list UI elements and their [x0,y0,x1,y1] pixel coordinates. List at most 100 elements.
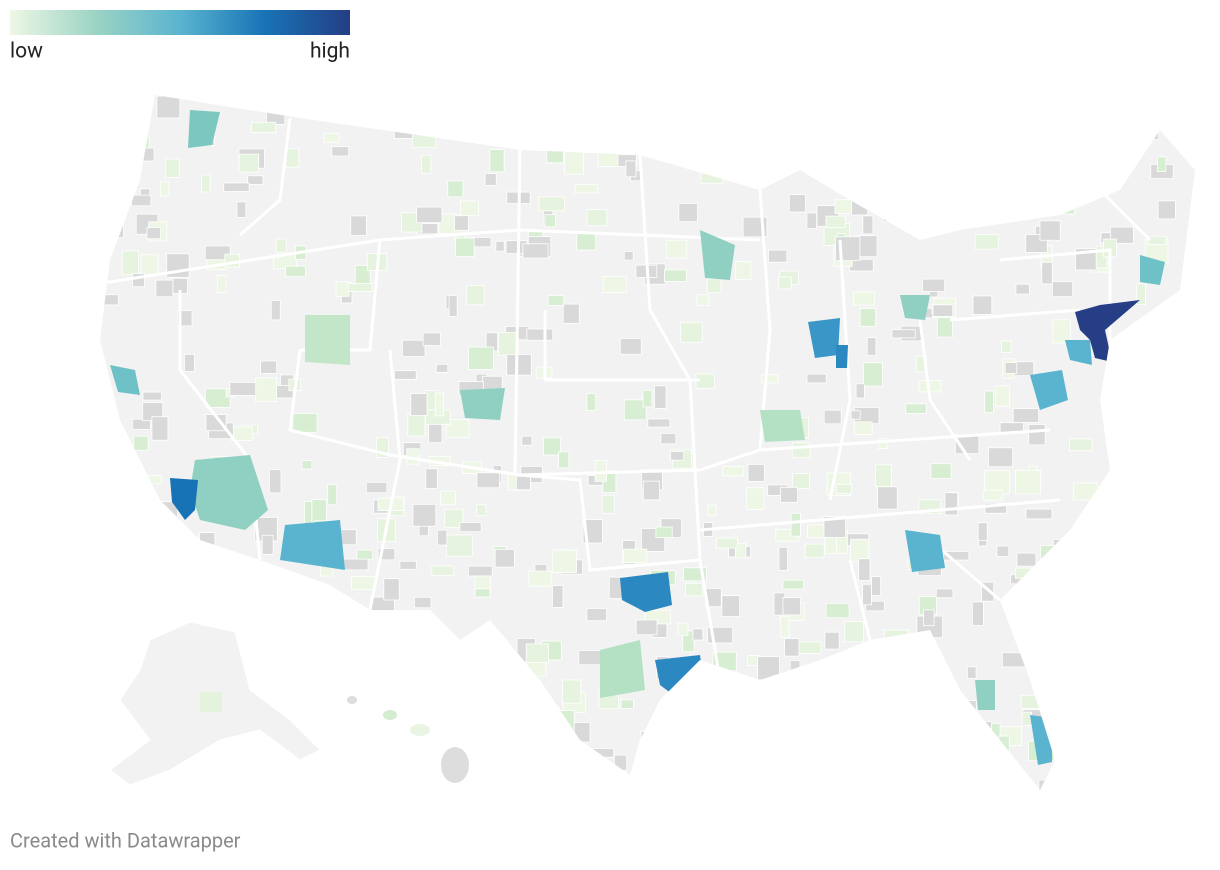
county [807,524,827,539]
county [1145,717,1169,735]
county [804,543,825,559]
county [1015,469,1041,495]
county [295,657,312,670]
region [1030,370,1068,410]
region [620,572,672,612]
county [1166,580,1188,592]
county [1001,652,1026,668]
county [966,666,977,679]
county [525,643,549,664]
hawaii-island [410,724,430,736]
county [300,672,316,698]
county [741,704,752,725]
county [574,184,599,194]
county [859,674,881,684]
county [922,278,946,292]
county [108,221,124,239]
county [431,565,455,576]
county [766,98,781,120]
county [454,215,469,231]
county [886,146,900,170]
region [760,410,805,442]
region [1065,340,1092,365]
county [506,354,532,376]
county [969,166,996,189]
county [1015,153,1030,172]
county [1057,191,1075,215]
county [202,778,226,790]
county [984,390,994,413]
county [1016,552,1037,567]
county [1069,598,1079,616]
county [932,304,954,317]
county [791,442,811,459]
county [285,148,300,168]
county [125,493,149,512]
county [884,629,908,643]
county [863,362,883,387]
county [642,480,661,501]
county [455,237,475,257]
county [1069,438,1093,452]
county [1148,585,1168,608]
hawaii-island [347,696,357,704]
highlighted-regions [110,110,1165,765]
county [871,640,881,651]
region [200,692,222,712]
county [236,201,247,218]
county [995,385,1011,407]
county [981,95,1004,111]
county [1015,283,1030,295]
county [888,95,904,117]
county [938,117,949,130]
county [971,601,984,626]
county [855,383,865,399]
county [622,548,648,564]
county [976,166,1003,184]
county [586,608,607,622]
county [884,708,906,729]
county [499,682,515,699]
county [528,570,552,587]
county [654,385,667,409]
county [863,769,888,782]
county [556,710,575,733]
county [476,504,487,517]
county [766,698,777,708]
county [1053,633,1078,651]
county [1131,755,1152,780]
county [1145,674,1167,695]
county [875,464,892,488]
county [1185,247,1195,267]
county [331,146,350,157]
region [190,455,268,530]
county [242,569,268,579]
county [784,638,800,657]
county [891,329,916,339]
county [619,337,642,355]
county [446,534,473,557]
county [1004,362,1018,374]
county [292,413,318,433]
county [836,483,853,494]
county [468,565,493,577]
county [590,748,615,758]
county [422,332,441,346]
county [411,128,437,149]
county [735,261,752,280]
county [522,243,549,259]
county [523,103,540,119]
county [1001,340,1012,353]
county [685,582,703,597]
county [686,706,698,720]
county [670,451,685,461]
county [132,273,145,288]
county [935,588,954,599]
county [275,238,287,253]
county [547,295,565,306]
county [1157,200,1176,220]
county [159,181,170,197]
county [546,147,564,164]
county [798,641,822,654]
